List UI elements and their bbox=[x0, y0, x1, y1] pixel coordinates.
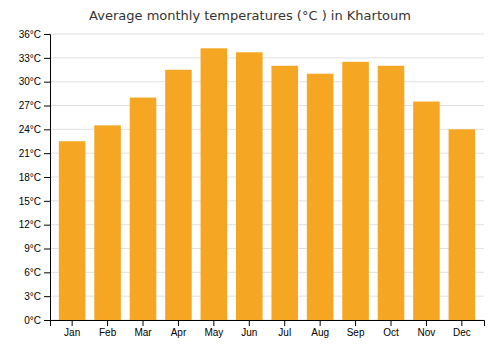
x-tick-label: Nov bbox=[418, 327, 436, 338]
x-tick-mark bbox=[461, 320, 462, 326]
bar bbox=[307, 74, 334, 320]
x-tick-mark bbox=[355, 320, 356, 326]
y-tick-label: 15°C bbox=[19, 196, 41, 207]
x-tick: Sep bbox=[347, 320, 365, 338]
y-tick-label: 9°C bbox=[24, 243, 41, 254]
y-tick: 36°C bbox=[19, 29, 50, 40]
y-tick-label: 18°C bbox=[19, 172, 41, 183]
x-tick-label: Oct bbox=[383, 327, 399, 338]
y-tick-label: 0°C bbox=[24, 315, 41, 326]
x-tick-mark bbox=[320, 320, 321, 326]
x-tick: Apr bbox=[171, 320, 187, 338]
y-tick-label: 24°C bbox=[19, 124, 41, 135]
y-tick-label: 3°C bbox=[24, 291, 41, 302]
y-tick-mark bbox=[44, 249, 50, 250]
x-tick: Jun bbox=[241, 320, 257, 338]
bar bbox=[413, 102, 440, 320]
x-tick-label: Feb bbox=[99, 327, 117, 338]
y-tick-mark bbox=[44, 106, 50, 107]
bar bbox=[449, 129, 476, 320]
y-tick: 3°C bbox=[24, 291, 50, 302]
x-tick-mark bbox=[213, 320, 214, 326]
y-tick: 27°C bbox=[19, 100, 50, 111]
y-tick: 24°C bbox=[19, 124, 50, 135]
x-axis: Jan Feb Mar Apr May Jun Jul Aug Sep Oct Nov Dec bbox=[51, 320, 485, 338]
x-tick-mark bbox=[426, 320, 427, 326]
y-tick: 15°C bbox=[19, 196, 50, 207]
x-tick: Feb bbox=[99, 320, 117, 338]
bar bbox=[130, 98, 157, 320]
y-tick-label: 30°C bbox=[19, 76, 41, 87]
y-tick-mark bbox=[44, 296, 50, 297]
x-tick: Jul bbox=[278, 320, 291, 338]
y-tick-mark bbox=[44, 82, 50, 83]
y-tick: 18°C bbox=[19, 172, 50, 183]
bar bbox=[236, 52, 263, 320]
title: Average monthly temperatures (°C ) in Kh… bbox=[89, 8, 411, 23]
x-tick-mark bbox=[143, 320, 144, 326]
y-tick-label: 27°C bbox=[19, 100, 41, 111]
y-tick-label: 6°C bbox=[24, 267, 41, 278]
y-tick: 33°C bbox=[19, 53, 50, 64]
bar bbox=[59, 141, 86, 320]
x-tick-label: Jul bbox=[278, 327, 291, 338]
x-tick: Nov bbox=[418, 320, 436, 338]
x-tick-label: Apr bbox=[171, 327, 187, 338]
y-tick: 12°C bbox=[19, 219, 50, 230]
x-tick: Dec bbox=[453, 320, 471, 338]
bar bbox=[94, 125, 121, 320]
x-tick: May bbox=[204, 320, 223, 338]
y-tick: 30°C bbox=[19, 76, 50, 87]
chart: 0°C 3°C 6°C 9°C 12°C 15°C 18°C 21°C 24°C 27°C 30°C… bbox=[0, 0, 500, 350]
y-tick-mark bbox=[44, 153, 50, 154]
grid-line bbox=[50, 34, 484, 35]
bar bbox=[271, 66, 298, 320]
grid-line bbox=[50, 81, 484, 82]
bar bbox=[201, 48, 228, 320]
y-tick: 0°C bbox=[24, 315, 50, 326]
x-tick-label: Aug bbox=[311, 327, 329, 338]
y-tick: 6°C bbox=[24, 267, 50, 278]
bar bbox=[165, 70, 192, 320]
x-tick-mark bbox=[284, 320, 285, 326]
y-tick-label: 33°C bbox=[19, 53, 41, 64]
x-tick-label: Jan bbox=[64, 327, 80, 338]
y-tick-label: 21°C bbox=[19, 148, 41, 159]
x-tick-mark bbox=[72, 320, 73, 326]
grid-line bbox=[50, 57, 484, 58]
bar bbox=[342, 62, 369, 320]
y-tick-mark bbox=[44, 34, 50, 35]
bar bbox=[378, 66, 405, 320]
bars bbox=[59, 48, 475, 320]
x-axis-line bbox=[51, 321, 485, 327]
x-tick: Oct bbox=[383, 320, 399, 338]
y-tick-label: 36°C bbox=[19, 29, 41, 40]
y-tick-mark bbox=[44, 129, 50, 130]
y-axis: 0°C 3°C 6°C 9°C 12°C 15°C 18°C 21°C 24°C 27°C 30°C… bbox=[19, 29, 51, 326]
x-tick-label: May bbox=[204, 327, 223, 338]
grid bbox=[50, 34, 484, 320]
x-tick-mark bbox=[249, 320, 250, 326]
y-tick: 21°C bbox=[19, 148, 50, 159]
x-tick-mark bbox=[178, 320, 179, 326]
x-tick-label: Sep bbox=[347, 327, 365, 338]
y-tick-mark bbox=[44, 58, 50, 59]
y-tick-label: 12°C bbox=[19, 219, 41, 230]
y-tick-mark bbox=[44, 272, 50, 273]
x-tick: Mar bbox=[134, 320, 152, 338]
y-tick-mark bbox=[44, 201, 50, 202]
x-tick-label: Dec bbox=[453, 327, 471, 338]
y-tick-mark bbox=[44, 320, 50, 321]
x-tick-mark bbox=[391, 320, 392, 326]
x-tick: Aug bbox=[311, 320, 329, 338]
y-tick-mark bbox=[44, 225, 50, 226]
plot: 0°C 3°C 6°C 9°C 12°C 15°C 18°C 21°C 24°C 27°C 30°C… bbox=[19, 29, 485, 338]
y-tick: 9°C bbox=[24, 243, 50, 254]
x-tick-label: Mar bbox=[134, 327, 152, 338]
y-tick-mark bbox=[44, 177, 50, 178]
y-axis-line bbox=[44, 35, 51, 321]
x-tick-label: Jun bbox=[241, 327, 257, 338]
x-tick: Jan bbox=[64, 320, 80, 338]
x-tick-mark bbox=[107, 320, 108, 326]
